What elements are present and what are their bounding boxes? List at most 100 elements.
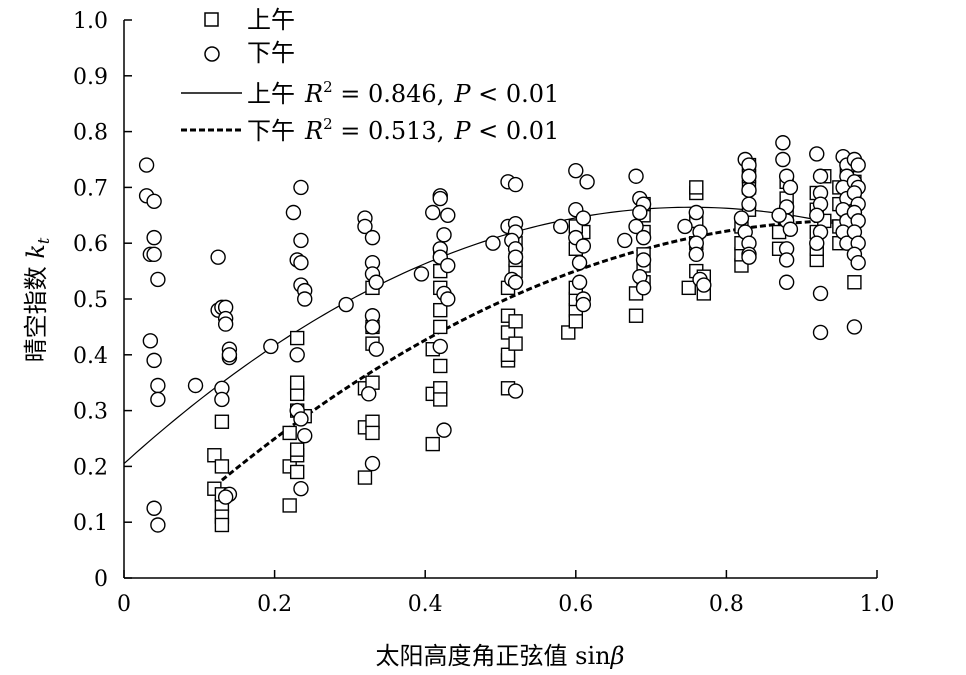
pm-point bbox=[210, 249, 226, 265]
pm-point bbox=[775, 135, 791, 151]
pm-point bbox=[432, 338, 448, 355]
am-point bbox=[568, 314, 583, 329]
x-tick-label: 0.4 bbox=[408, 592, 443, 617]
am-point bbox=[561, 325, 576, 340]
pm-point bbox=[635, 280, 652, 296]
pm-point bbox=[293, 255, 309, 271]
pm-point bbox=[364, 319, 381, 335]
am-point bbox=[847, 275, 862, 290]
am-point bbox=[689, 180, 704, 195]
pm-point bbox=[150, 517, 166, 533]
pm-point bbox=[507, 249, 524, 265]
data-points bbox=[138, 135, 866, 533]
pm-point bbox=[217, 489, 234, 505]
x-tick-label: 0.2 bbox=[257, 592, 292, 617]
pm-point bbox=[368, 274, 384, 290]
am-point bbox=[500, 347, 516, 362]
pm-point bbox=[775, 151, 791, 168]
pm-point bbox=[146, 352, 162, 369]
y-tick-label: 0.2 bbox=[73, 455, 108, 480]
pm-point bbox=[579, 174, 595, 190]
pm-point bbox=[297, 428, 313, 444]
y-tick-label: 0.9 bbox=[73, 65, 108, 90]
pm-point bbox=[187, 377, 204, 394]
am-point bbox=[425, 436, 440, 452]
pm-point bbox=[413, 266, 430, 282]
pm-point bbox=[617, 232, 633, 249]
pm-point bbox=[812, 285, 829, 302]
pm-point bbox=[741, 168, 757, 184]
legend-item-pm-points: 下午 bbox=[204, 39, 295, 67]
pm-point bbox=[688, 246, 704, 263]
am-point bbox=[214, 517, 230, 533]
circle-marker-icon bbox=[204, 46, 220, 62]
pm-point bbox=[812, 168, 829, 184]
pm-point bbox=[733, 210, 750, 226]
pm-point bbox=[507, 383, 524, 399]
pm-point bbox=[289, 347, 305, 363]
pm-point bbox=[150, 391, 166, 408]
pm-point bbox=[635, 252, 652, 268]
pm-point bbox=[150, 377, 166, 394]
pm-point bbox=[507, 176, 524, 193]
y-tick-label: 1.0 bbox=[73, 9, 108, 34]
pm-point bbox=[432, 190, 448, 207]
am-point bbox=[628, 308, 644, 323]
y-tick-label: 0.6 bbox=[73, 232, 108, 257]
pm-point bbox=[293, 232, 309, 249]
pm-point bbox=[575, 238, 592, 254]
am-point bbox=[214, 459, 230, 474]
pm-point bbox=[628, 218, 644, 235]
y-axis-title: 晴空指数 kt bbox=[22, 237, 53, 362]
pm-point bbox=[146, 229, 162, 246]
pm-point bbox=[368, 341, 384, 357]
pm-point bbox=[771, 207, 787, 224]
pm-point bbox=[571, 255, 588, 271]
pm-point bbox=[150, 271, 166, 288]
pm-point bbox=[632, 204, 648, 221]
pm-point bbox=[553, 218, 569, 235]
pm-point bbox=[217, 316, 234, 332]
am-point bbox=[214, 414, 230, 429]
am-point bbox=[433, 319, 448, 335]
pm-point bbox=[628, 168, 644, 184]
legend-label: 下午 R2 = 0.513, P < 0.01 bbox=[247, 115, 559, 145]
pm-point bbox=[146, 193, 162, 210]
am-point bbox=[289, 330, 305, 346]
x-tick-label: 1.0 bbox=[860, 592, 895, 617]
am-point bbox=[508, 336, 523, 351]
pm-point bbox=[297, 291, 313, 307]
pm-point bbox=[357, 218, 373, 235]
pm-point bbox=[364, 229, 381, 246]
y-tick-label: 0.4 bbox=[73, 344, 108, 369]
y-tick-label: 0.5 bbox=[73, 288, 108, 313]
y-tick-label: 0.3 bbox=[73, 400, 108, 425]
pm-point bbox=[440, 207, 456, 224]
y-tick-label: 0.8 bbox=[73, 121, 108, 146]
legend-label: 下午 bbox=[247, 39, 295, 67]
pm-point bbox=[364, 455, 381, 472]
y-ticks: 0 0.1 0.2 0.3 0.4 0.5 0.6 0.7 0.8 0.9 1.0 bbox=[73, 9, 132, 592]
pm-point bbox=[440, 291, 456, 307]
pm-point bbox=[293, 179, 309, 196]
pm-point bbox=[812, 324, 829, 341]
pm-point bbox=[782, 179, 799, 196]
legend-item-am-fit: 上午 R2 = 0.846, P < 0.01 bbox=[181, 78, 559, 108]
pm-point bbox=[688, 204, 704, 221]
legend-item-pm-fit: 下午 R2 = 0.513, P < 0.01 bbox=[181, 115, 559, 145]
legend: 上午 下午 上午 R2 = 0.846, P < 0.01 下午 R2 = 0.513… bbox=[181, 6, 559, 145]
pm-point bbox=[568, 162, 584, 179]
x-tick-label: 0.8 bbox=[709, 592, 744, 617]
am-point bbox=[282, 498, 297, 513]
legend-item-am-points: 上午 bbox=[204, 6, 295, 34]
pm-point bbox=[263, 338, 279, 355]
am-point bbox=[289, 442, 305, 457]
pm-point bbox=[809, 146, 825, 162]
pm-point bbox=[741, 182, 757, 198]
y-tick-label: 0 bbox=[94, 567, 108, 592]
am-point bbox=[282, 425, 297, 441]
pm-point bbox=[575, 210, 592, 226]
pm-point bbox=[146, 246, 162, 263]
pm-point bbox=[214, 391, 230, 408]
pm-point bbox=[293, 481, 309, 497]
